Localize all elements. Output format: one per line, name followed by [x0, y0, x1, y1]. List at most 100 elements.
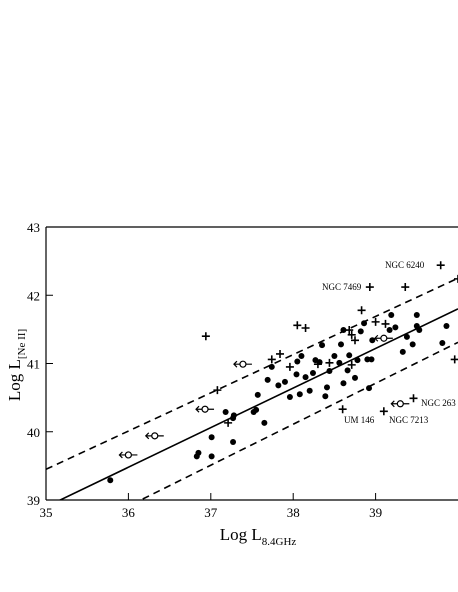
point — [107, 477, 114, 484]
plus-point — [409, 394, 418, 403]
point — [357, 328, 364, 335]
annotation: NGC 7469 — [322, 282, 362, 292]
plus-point — [379, 407, 388, 416]
plus-point — [201, 332, 210, 341]
plus-point — [285, 362, 294, 371]
point — [386, 327, 393, 334]
dashed-line — [138, 341, 458, 500]
annotation: NGC 7213 — [389, 415, 429, 425]
point — [361, 320, 368, 327]
plus-point — [301, 324, 310, 333]
point — [340, 380, 347, 387]
point — [323, 384, 330, 391]
point — [403, 333, 410, 340]
limit-point — [195, 405, 215, 413]
plus-point — [357, 306, 366, 315]
x-tick-label: 37 — [204, 505, 218, 520]
plot-area — [46, 261, 458, 500]
point — [208, 453, 215, 460]
point — [302, 374, 309, 381]
plus-point — [351, 336, 359, 345]
limit-point — [118, 451, 138, 459]
point — [340, 327, 347, 334]
point — [298, 352, 305, 359]
plus-point — [347, 360, 356, 369]
point — [368, 356, 375, 363]
point — [222, 408, 229, 415]
annotation: NGC 6240 — [385, 260, 425, 270]
point — [346, 352, 353, 359]
plus-point — [338, 405, 347, 414]
limit-point — [233, 360, 252, 368]
point — [275, 382, 282, 389]
plus-point — [313, 360, 322, 369]
plus-point — [325, 358, 334, 367]
point — [344, 367, 351, 374]
plus-point — [401, 283, 410, 292]
plus-point — [347, 330, 356, 339]
y-tick-label: 40 — [27, 425, 40, 440]
point — [286, 393, 293, 400]
x-label-main: Log L — [220, 525, 262, 544]
x-tick-label: 36 — [122, 505, 136, 520]
point — [413, 312, 420, 319]
point — [369, 337, 376, 344]
plus-point — [345, 326, 354, 335]
point — [230, 412, 237, 419]
x-tick-label: 35 — [40, 505, 53, 520]
point — [336, 359, 343, 366]
y-label-sub: [Ne II] — [16, 329, 28, 359]
point — [439, 340, 446, 347]
point — [208, 434, 215, 441]
point — [319, 342, 326, 349]
plus-point — [371, 317, 380, 326]
point — [352, 374, 358, 381]
point — [293, 371, 300, 378]
plus-point — [365, 283, 374, 292]
point — [250, 408, 257, 415]
point — [322, 393, 329, 400]
plus-point — [436, 261, 445, 270]
point — [354, 357, 361, 364]
y-tick-label: 41 — [27, 357, 40, 372]
annotation: NGC 263 — [421, 398, 456, 408]
x-tick-label: 38 — [287, 505, 300, 520]
point — [309, 370, 316, 377]
point — [388, 312, 395, 319]
point — [296, 391, 303, 398]
y-label-main: Log L — [5, 359, 24, 401]
limit-point — [373, 334, 393, 342]
plus-point — [276, 349, 285, 358]
point — [331, 352, 338, 359]
x-axis-label: Log L8.4GHz — [220, 525, 297, 548]
y-tick-label: 43 — [27, 220, 40, 235]
plus-point — [381, 319, 390, 328]
x-tick-label: 39 — [369, 505, 382, 520]
limit-point — [390, 400, 410, 408]
x-label-sub: 8.4GHz — [262, 536, 297, 548]
y-tick-label: 42 — [27, 288, 40, 303]
point — [337, 341, 344, 348]
point — [366, 385, 373, 392]
plus-point — [293, 321, 302, 330]
point — [281, 378, 288, 385]
point — [230, 438, 237, 445]
point — [195, 449, 202, 456]
point — [443, 322, 450, 329]
fit-line — [58, 308, 458, 500]
point — [264, 376, 271, 383]
plus-point — [213, 386, 222, 395]
plus-point — [267, 355, 276, 364]
point — [409, 341, 416, 348]
limit-point — [144, 432, 164, 440]
y-tick-label: 39 — [27, 493, 40, 508]
annotation: UM 146 — [344, 415, 375, 425]
point — [326, 368, 333, 375]
point — [392, 324, 399, 331]
point — [416, 327, 423, 334]
y-axis-label: Log L[Ne II] — [5, 329, 28, 401]
point — [306, 387, 313, 394]
point — [254, 391, 261, 398]
point — [268, 363, 275, 370]
